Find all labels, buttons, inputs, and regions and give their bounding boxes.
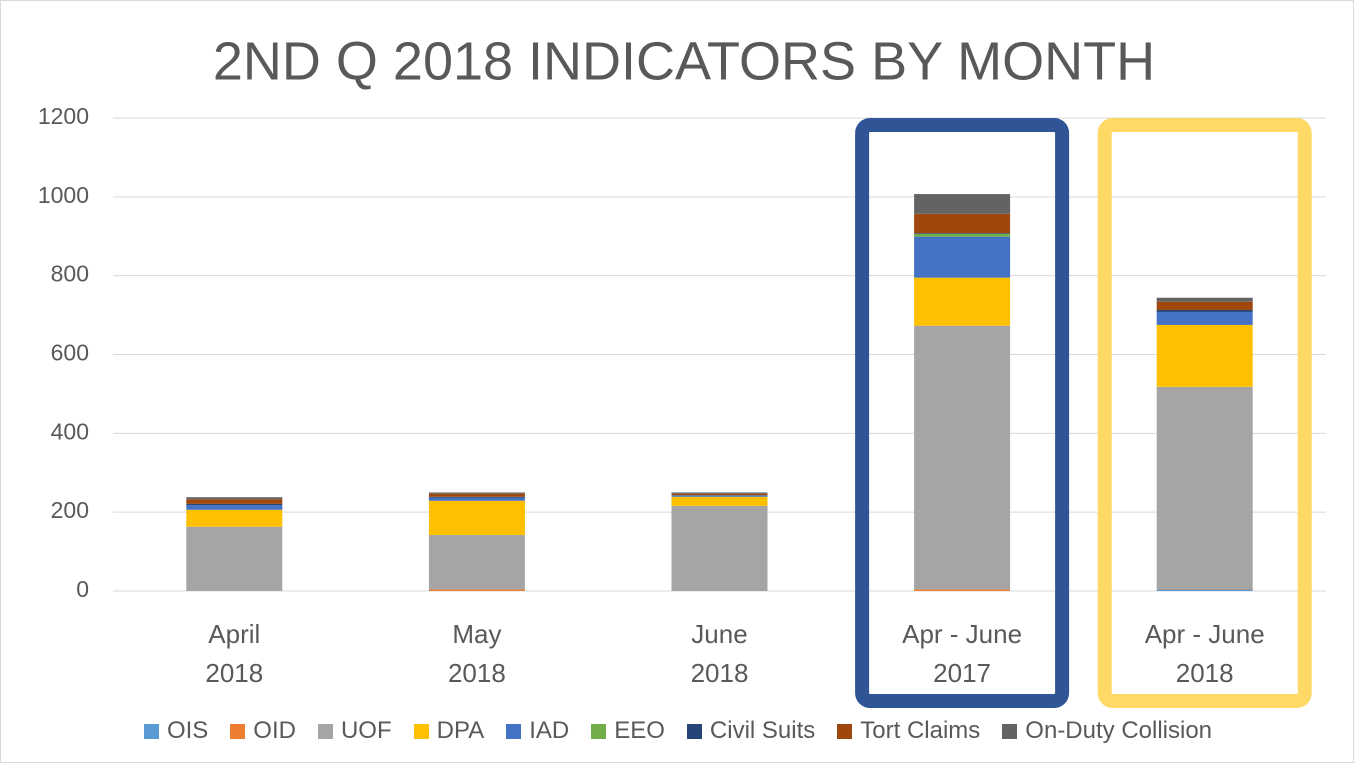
y-tick-label: 600 bbox=[51, 340, 89, 366]
y-tick-label: 1000 bbox=[38, 182, 89, 208]
chart-title: 2ND Q 2018 INDICATORS BY MONTH bbox=[213, 31, 1155, 91]
bar-segment bbox=[428, 535, 525, 590]
bar-segment bbox=[914, 194, 1011, 214]
legend-label: EEO bbox=[614, 717, 665, 744]
legend-swatch bbox=[230, 723, 246, 739]
bar-segment bbox=[186, 505, 283, 510]
bar-segment bbox=[186, 497, 283, 500]
legend-item: Tort Claims bbox=[837, 717, 980, 745]
bar-segment bbox=[1156, 589, 1253, 591]
x-tick-label: Apr - June 2018 bbox=[1144, 619, 1265, 688]
bar-segment bbox=[671, 495, 768, 497]
bar-segment bbox=[186, 499, 283, 504]
bar-segment bbox=[186, 526, 283, 591]
x-tick-label: Apr - June 2017 bbox=[902, 619, 1023, 688]
legend-swatch bbox=[506, 723, 522, 739]
legend-swatch bbox=[686, 723, 702, 739]
y-tick-label: 1200 bbox=[38, 103, 89, 129]
legend: OIS OID UOF DPA IAD EEO Civil Suits Tort Claims… bbox=[1, 717, 1353, 745]
bar-segment bbox=[671, 492, 768, 494]
bar-segment bbox=[671, 493, 768, 496]
bar-segment bbox=[914, 236, 1011, 278]
bar-segment bbox=[1156, 301, 1253, 310]
y-tick-label: 200 bbox=[51, 497, 89, 523]
legend-swatch bbox=[413, 723, 429, 739]
x-tick-label: April 2018 bbox=[205, 619, 264, 688]
bar-segment bbox=[1156, 297, 1253, 302]
legend-item: UOF bbox=[317, 717, 392, 745]
legend-item: IAD bbox=[506, 717, 569, 745]
legend-swatch bbox=[317, 723, 333, 739]
legend-label: UOF bbox=[340, 717, 392, 744]
legend-label: On-Duty Collision bbox=[1025, 717, 1213, 744]
bar-segment bbox=[914, 233, 1011, 234]
legend-item: Civil Suits bbox=[686, 717, 816, 745]
legend-swatch bbox=[837, 723, 853, 739]
legend-item: OIS bbox=[143, 717, 209, 745]
legend-label: Civil Suits bbox=[709, 717, 816, 744]
bar-segment bbox=[671, 505, 768, 591]
legend-swatch bbox=[591, 723, 607, 739]
highlight-box bbox=[1097, 118, 1312, 708]
legend-swatch bbox=[1002, 723, 1018, 739]
bar-segment bbox=[1156, 309, 1253, 312]
bar-segment bbox=[428, 492, 525, 494]
bar-segment bbox=[914, 589, 1011, 591]
bar-segment bbox=[671, 496, 768, 506]
highlight-box bbox=[855, 118, 1070, 708]
y-tick-label: 400 bbox=[51, 418, 89, 444]
y-tick-label: 800 bbox=[51, 261, 89, 287]
legend-item: DPA bbox=[413, 717, 485, 745]
legend-label: Tort Claims bbox=[860, 717, 981, 744]
legend-label: DPA bbox=[436, 717, 485, 744]
x-tick-label: May 2018 bbox=[447, 619, 506, 688]
legend-item: EEO bbox=[591, 717, 665, 745]
bar-segment bbox=[428, 497, 525, 501]
legend-label: OIS bbox=[166, 717, 209, 744]
bar-segment bbox=[1156, 311, 1253, 325]
legend-swatch bbox=[143, 723, 159, 739]
legend-item: OID bbox=[230, 717, 296, 745]
bar-segment bbox=[186, 509, 283, 527]
legend-label: OID bbox=[253, 717, 296, 744]
y-tick-label: 0 bbox=[76, 576, 89, 602]
bar-segment bbox=[914, 213, 1011, 234]
bar-segment bbox=[428, 589, 525, 591]
bar-segment bbox=[914, 325, 1011, 590]
x-tick-label: June 2018 bbox=[690, 619, 749, 688]
legend-item: On-Duty Collision bbox=[1002, 717, 1212, 745]
bar-segment bbox=[914, 277, 1011, 326]
bar-segment bbox=[428, 500, 525, 536]
legend-label: IAD bbox=[529, 717, 570, 744]
bar-segment bbox=[914, 233, 1011, 237]
bar-segment bbox=[428, 493, 525, 497]
bar-segment bbox=[1156, 386, 1253, 590]
bar-segment bbox=[186, 503, 283, 506]
bar-segment bbox=[428, 496, 525, 498]
bar-segment bbox=[1156, 324, 1253, 387]
